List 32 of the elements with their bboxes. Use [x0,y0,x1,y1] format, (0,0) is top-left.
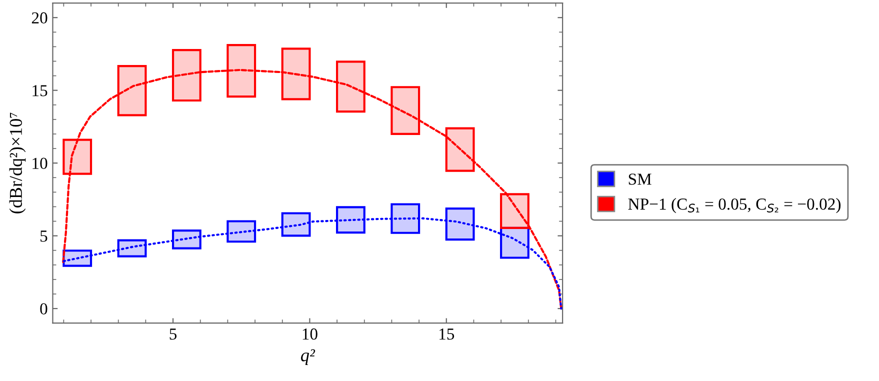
x-tick-label: 10 [302,328,318,340]
y-tick-label: 10 [32,158,48,170]
bar [500,226,530,259]
bar [500,193,530,229]
bar [390,203,420,234]
y-tick-label: 20 [32,12,48,24]
x-tick-label: 15 [440,328,454,340]
bar [172,48,202,102]
bar [117,64,147,116]
y-axis-title: (dBr/dq²)×10⁷ [9,112,26,214]
line-series [62,68,562,310]
bar [62,138,92,175]
bar [445,127,475,172]
bar [390,86,420,136]
bar [226,220,256,243]
bar [445,208,475,241]
legend-label: SM [628,174,652,185]
bar [336,60,366,113]
bar [172,230,202,250]
bar [226,44,256,98]
bar [62,250,92,267]
bar [281,212,311,237]
x-axis-title: q² [301,349,316,365]
y-tick-label: 15 [32,85,48,96]
y-tick-label: 0 [40,303,48,314]
x-tick-label: 5 [170,328,177,340]
legend-label: NP−1 (C$_{S₁}$ = 0.05, C$_{S₂}$ = −0.02) [628,198,841,214]
bar [336,206,366,234]
y-tick-label: 5 [40,230,48,242]
bar [117,239,147,258]
bar [281,48,311,100]
line-series [62,217,562,310]
